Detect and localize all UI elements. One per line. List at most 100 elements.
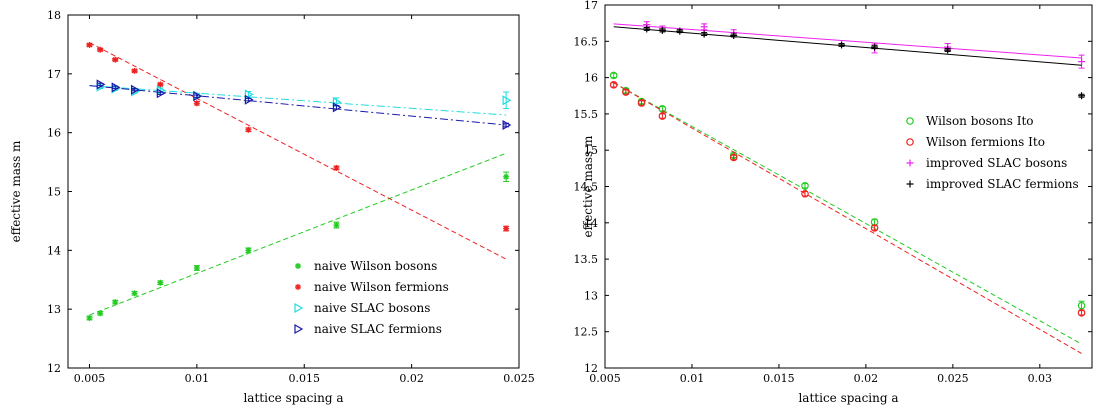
- data-point: [244, 89, 254, 100]
- y-tick-label: 16: [47, 127, 61, 140]
- fit-line: [89, 42, 507, 260]
- data-point: [112, 299, 119, 306]
- fit-line: [613, 82, 1082, 345]
- series-4: [89, 79, 512, 131]
- legend-label: improved SLAC fermions: [926, 177, 1079, 191]
- fit-line: [89, 152, 507, 316]
- data-point: [658, 112, 667, 120]
- x-tick-label: 0.005: [589, 372, 621, 385]
- legend-marker: [906, 180, 914, 188]
- legend: naive Wilson bosons naive Wilson fermions…: [294, 259, 449, 336]
- y-tick-label: 16.5: [574, 35, 599, 48]
- chart-panel-1: 0.005 0.01 0.015 0.02 0.025 12 13 14 15 16 17 18 lat…: [9, 9, 535, 405]
- fit-line: [89, 85, 507, 126]
- y-tick-label: 13: [584, 289, 598, 302]
- data-point: [503, 173, 510, 180]
- series-2: [86, 42, 510, 260]
- data-point: [156, 88, 166, 99]
- data-point: [676, 27, 684, 35]
- data-point: [97, 46, 104, 53]
- legend-label: naive SLAC fermions: [314, 322, 442, 336]
- x-tick-label: 0.025: [503, 372, 535, 385]
- x-tick-label: 0.015: [763, 372, 795, 385]
- legend-label: naive Wilson fermions: [314, 280, 449, 294]
- legend: Wilson bosons Ito Wilson fermions Ito impr…: [906, 114, 1079, 191]
- x-tick-label: 0.02: [399, 372, 424, 385]
- y-tick-label: 12.5: [574, 326, 599, 339]
- legend-label: improved SLAC bosons: [926, 156, 1067, 170]
- legend-marker: [294, 302, 304, 314]
- y-tick-label: 14: [584, 217, 598, 230]
- data-point: [730, 31, 738, 39]
- data-point: [503, 225, 510, 232]
- legend-marker: [906, 117, 914, 125]
- data-point: [838, 41, 846, 49]
- data-point: [332, 102, 342, 113]
- data-point: [86, 314, 93, 321]
- y-axis-label: effective mass m: [581, 135, 595, 237]
- x-axis-label: lattice spacing a: [243, 391, 343, 405]
- fit-line: [613, 23, 1082, 59]
- data-point: [245, 247, 252, 254]
- y-tick-label: 15.5: [574, 108, 599, 121]
- fit-line: [613, 26, 1082, 66]
- y-tick-label: 13: [47, 303, 61, 316]
- data-point: [193, 264, 200, 271]
- y-tick-label: 18: [47, 9, 61, 22]
- y-tick-label: 15: [584, 144, 598, 157]
- data-point: [870, 224, 879, 232]
- series-1: [609, 71, 1086, 345]
- legend-marker: [906, 138, 914, 146]
- legend-marker: [295, 284, 301, 290]
- data-point: [700, 23, 708, 31]
- data-point: [729, 153, 738, 162]
- data-point: [157, 279, 164, 286]
- x-tick-label: 0.005: [74, 372, 106, 385]
- data-point: [801, 189, 809, 198]
- series-3: [89, 81, 512, 116]
- x-tick-label: 0.015: [288, 372, 320, 385]
- legend-label: Wilson fermions Ito: [926, 135, 1045, 149]
- data-point: [245, 126, 252, 133]
- y-tick-label: 14.5: [574, 181, 599, 194]
- data-point: [609, 71, 618, 80]
- legend-label: Wilson bosons Ito: [926, 114, 1034, 128]
- x-tick-label: 0.03: [1028, 372, 1053, 385]
- data-point: [97, 310, 104, 317]
- data-point: [112, 56, 119, 63]
- y-axis-label: effective mass m: [9, 140, 23, 242]
- data-point: [111, 82, 121, 93]
- x-tick-label: 0.01: [680, 372, 705, 385]
- data-point: [244, 94, 254, 105]
- data-point: [333, 222, 340, 229]
- legend-marker: [294, 323, 304, 335]
- legend-label: naive SLAC bosons: [314, 301, 430, 315]
- y-tick-label: 13.5: [574, 253, 599, 266]
- y-tick-label: 17: [47, 68, 61, 81]
- data-point: [609, 81, 618, 89]
- data-point: [333, 164, 340, 171]
- series-1: [86, 152, 510, 321]
- y-tick-label: 15: [47, 186, 61, 199]
- data-point: [801, 181, 809, 190]
- data-point: [193, 91, 203, 102]
- x-axis-label: lattice spacing a: [798, 391, 898, 405]
- legend-marker: [906, 159, 914, 167]
- data-point: [502, 119, 512, 131]
- data-point: [622, 88, 630, 96]
- data-point: [131, 290, 138, 297]
- y-tick-label: 12: [584, 362, 598, 375]
- data-point: [871, 43, 879, 51]
- data-point: [157, 81, 164, 88]
- series-2: [609, 81, 1086, 354]
- data-point: [86, 42, 93, 49]
- y-tick-label: 14: [47, 244, 61, 257]
- series-3: [613, 21, 1086, 69]
- data-point: [96, 79, 106, 90]
- data-point: [700, 30, 708, 38]
- legend-marker: [295, 263, 301, 269]
- x-tick-label: 0.02: [854, 372, 879, 385]
- fit-line: [613, 82, 1082, 354]
